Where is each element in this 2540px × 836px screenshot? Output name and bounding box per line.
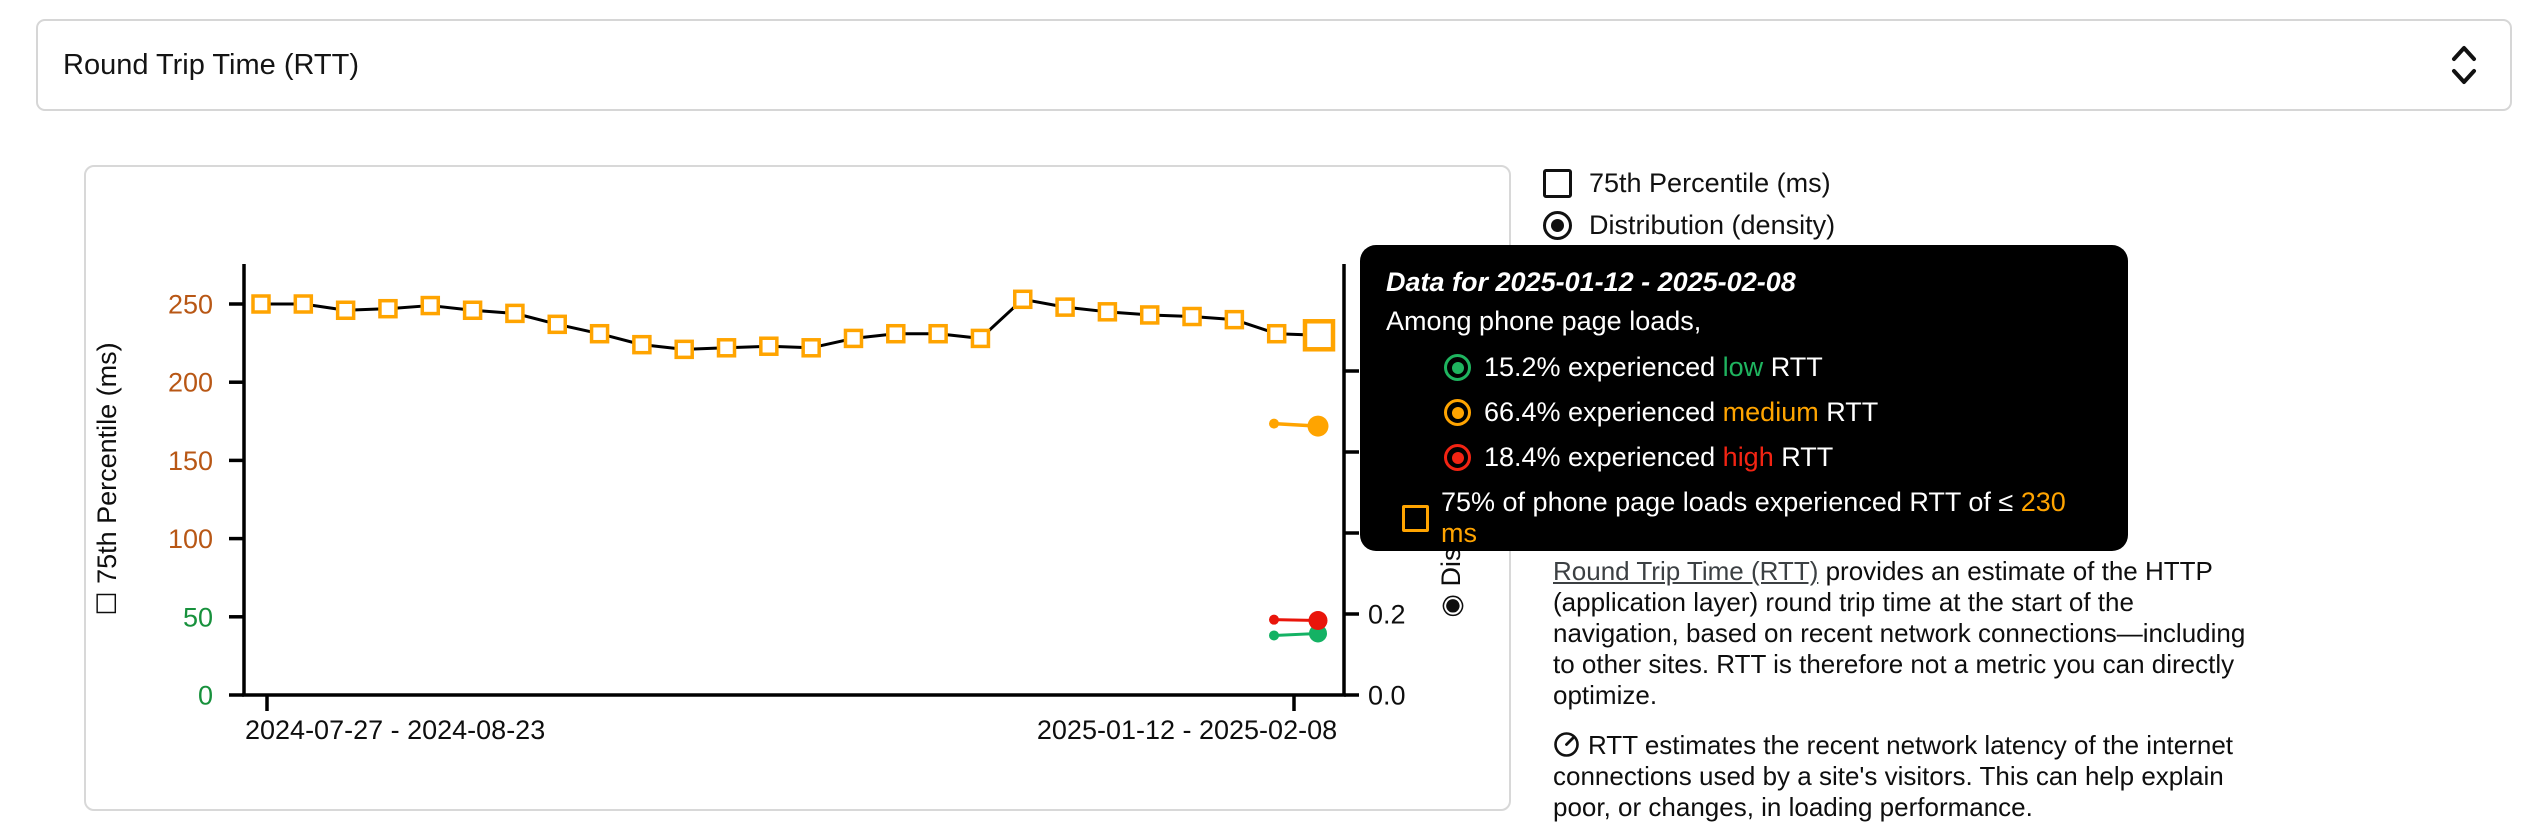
p75-marker[interactable] — [928, 323, 948, 344]
p75-marker[interactable] — [505, 303, 525, 324]
high-density-icon — [1444, 444, 1471, 471]
left-tick-label: 0 — [198, 681, 213, 711]
description-paragraph-2: RTT estimates the recent network latency… — [1553, 730, 2234, 822]
chart-legend: 75th Percentile (ms) Distribution (densi… — [1543, 168, 1835, 241]
left-tick-label: 150 — [168, 446, 213, 476]
tooltip-subtitle: Among phone page loads, — [1386, 306, 1702, 336]
percentile-label: 75th Percentile (ms) — [1589, 168, 1831, 198]
medium-density-current-dot[interactable] — [1307, 415, 1329, 437]
description-paragraph-1: Round Trip Time (RTT) provides an estima… — [1553, 556, 2246, 710]
medium-density-prev-dot — [1269, 418, 1279, 429]
p75-marker[interactable] — [547, 314, 567, 335]
right-tick-label: 0.2 — [1368, 600, 1406, 630]
tooltip-row-medium-text: 66.4% experienced medium RTT — [1484, 397, 1879, 427]
medium-density-icon — [1444, 399, 1471, 426]
distribution-label: Distribution (density) — [1589, 210, 1836, 240]
unfold-more-icon — [2452, 46, 2476, 84]
p75-marker[interactable] — [674, 339, 694, 360]
right-tick-label: 0.0 — [1368, 681, 1406, 711]
p75-marker[interactable] — [420, 295, 441, 316]
distribution-radio-icon[interactable] — [1543, 211, 1572, 240]
left-tick-label: 250 — [168, 290, 213, 320]
p75-marker[interactable] — [251, 294, 271, 314]
metric-description: Round Trip Time (RTT) provides an estima… — [1553, 556, 2261, 823]
left-tick-label: 200 — [168, 368, 213, 398]
p75-marker[interactable] — [1097, 302, 1118, 322]
p75-marker[interactable] — [462, 300, 483, 321]
p75-line — [261, 297, 1320, 351]
p75-marker[interactable] — [1139, 305, 1160, 325]
rtt-chart-svg[interactable]: 0 50 100 150 200 250 0.0 0.2 2024-07-27 - 2024-0… — [86, 167, 1509, 809]
tooltip-threshold-text: 75% of phone page loads experienced RTT … — [1441, 487, 2066, 548]
high-density-current-dot[interactable] — [1308, 610, 1328, 630]
rtt-doc-link[interactable]: Round Trip Time (RTT) — [1553, 556, 1819, 586]
tooltip-row-medium: 66.4% experienced medium RTT — [1386, 397, 2100, 428]
chart-tooltip: Data for 2025-01-12 - 2025-02-08 Among p… — [1360, 245, 2128, 551]
left-tick-label: 100 — [168, 524, 213, 554]
low-density-prev-dot — [1269, 630, 1279, 641]
left-axis-title: ☐ 75th Percentile (ms) — [92, 342, 122, 615]
p75-marker-selected[interactable] — [1302, 319, 1336, 352]
p75-marker[interactable] — [1182, 306, 1202, 327]
metric-selector[interactable]: Round Trip Time (RTT) — [36, 19, 2512, 111]
p75-marker[interactable] — [801, 338, 821, 358]
p75-marker[interactable] — [1224, 309, 1245, 330]
legend-item-percentile[interactable]: 75th Percentile (ms) — [1543, 168, 1835, 199]
tooltip-title: Data for 2025-01-12 - 2025-02-08 — [1386, 267, 1796, 297]
tooltip-row-high: 18.4% experienced high RTT — [1386, 442, 2100, 473]
p75-marker[interactable] — [1055, 297, 1075, 317]
low-density-current-dot[interactable] — [1309, 624, 1327, 643]
x-tick-label-last: 2025-01-12 - 2025-02-08 — [1037, 715, 1337, 745]
p75-marker[interactable] — [293, 294, 314, 314]
gauge-icon — [1554, 732, 1579, 757]
p75-marker[interactable] — [589, 323, 610, 344]
p75-marker[interactable] — [716, 338, 737, 358]
p75-marker[interactable] — [632, 334, 652, 355]
p75-marker[interactable] — [970, 328, 991, 349]
percentile-square-icon — [1402, 504, 1429, 532]
p75-marker[interactable] — [886, 323, 906, 344]
metric-selector-value: Round Trip Time (RTT) — [63, 48, 359, 81]
p75-marker[interactable] — [1013, 289, 1033, 310]
low-density-icon — [1444, 354, 1471, 381]
rtt-chart-card: 0 50 100 150 200 250 0.0 0.2 2024-07-27 - 2024-0… — [84, 165, 1511, 811]
percentile-checkbox-icon[interactable] — [1543, 169, 1572, 198]
tooltip-row-threshold: 75% of phone page loads experienced RTT … — [1386, 487, 2100, 549]
tooltip-row-low-text: 15.2% experienced low RTT — [1484, 352, 1823, 382]
tooltip-row-high-text: 18.4% experienced high RTT — [1484, 442, 1834, 472]
x-tick-label-first: 2024-07-27 - 2024-08-23 — [245, 715, 545, 745]
p75-marker[interactable] — [843, 328, 864, 349]
high-density-prev-dot — [1269, 614, 1279, 625]
p75-marker[interactable] — [1266, 323, 1287, 344]
tooltip-row-low: 15.2% experienced low RTT — [1386, 352, 2100, 383]
left-tick-label: 50 — [183, 602, 213, 632]
legend-item-distribution[interactable]: Distribution (density) — [1543, 210, 1835, 241]
p75-marker[interactable] — [378, 298, 398, 319]
p75-marker[interactable] — [335, 300, 356, 321]
p75-marker[interactable] — [759, 336, 779, 356]
